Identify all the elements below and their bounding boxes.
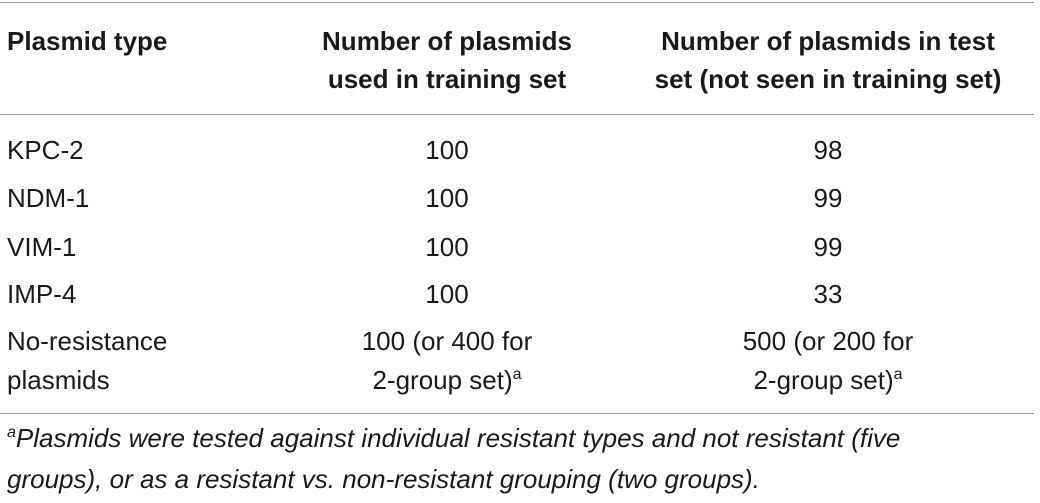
- header-test-line1: Number of plasmids in test: [661, 26, 995, 56]
- header-test-line2: set (not seen in training set): [654, 64, 1002, 94]
- row-training: 100: [425, 183, 469, 213]
- row-test: 33: [813, 279, 843, 309]
- footnote-marker: a: [512, 366, 522, 383]
- table-footnote: aPlasmids were tested against individual…: [7, 420, 1031, 498]
- header-training-line1: Number of plasmids: [322, 26, 572, 56]
- bottom-rule: [0, 413, 1034, 414]
- footnote-line2: groups), or as a resistant vs. non-resis…: [7, 464, 760, 494]
- row-type: IMP-4: [7, 279, 77, 309]
- row-type: KPC-2: [7, 135, 84, 165]
- row-training: 100: [425, 232, 469, 262]
- row-type-line1: No-resistance: [7, 326, 168, 356]
- row-training: 100: [425, 135, 469, 165]
- header-training-line2: used in training set: [327, 64, 567, 94]
- footnote-marker: a: [893, 366, 903, 383]
- row-training-line2: 2-group set)a: [262, 362, 632, 403]
- row-test: 99: [813, 232, 843, 262]
- row-type: NDM-1: [7, 183, 90, 213]
- row-test: 98: [813, 135, 843, 165]
- row-test-text: 2-group set): [753, 365, 894, 395]
- row-test-line2: 2-group set)a: [622, 362, 1034, 403]
- row-type-line2: plasmids: [7, 365, 110, 395]
- header-plasmid-type: Plasmid type: [7, 26, 168, 56]
- row-type: VIM-1: [7, 232, 77, 262]
- row-test: 99: [813, 183, 843, 213]
- header-rule: [0, 114, 1034, 115]
- row-test-line1: 500 (or 200 for: [742, 326, 914, 356]
- footnote-line1: Plasmids were tested against individual …: [15, 423, 901, 453]
- row-training-line1: 100 (or 400 for: [361, 326, 533, 356]
- footnote-mark: a: [7, 424, 16, 441]
- row-training-text: 2-group set): [372, 365, 513, 395]
- top-rule: [0, 2, 1034, 3]
- row-training: 100: [425, 279, 469, 309]
